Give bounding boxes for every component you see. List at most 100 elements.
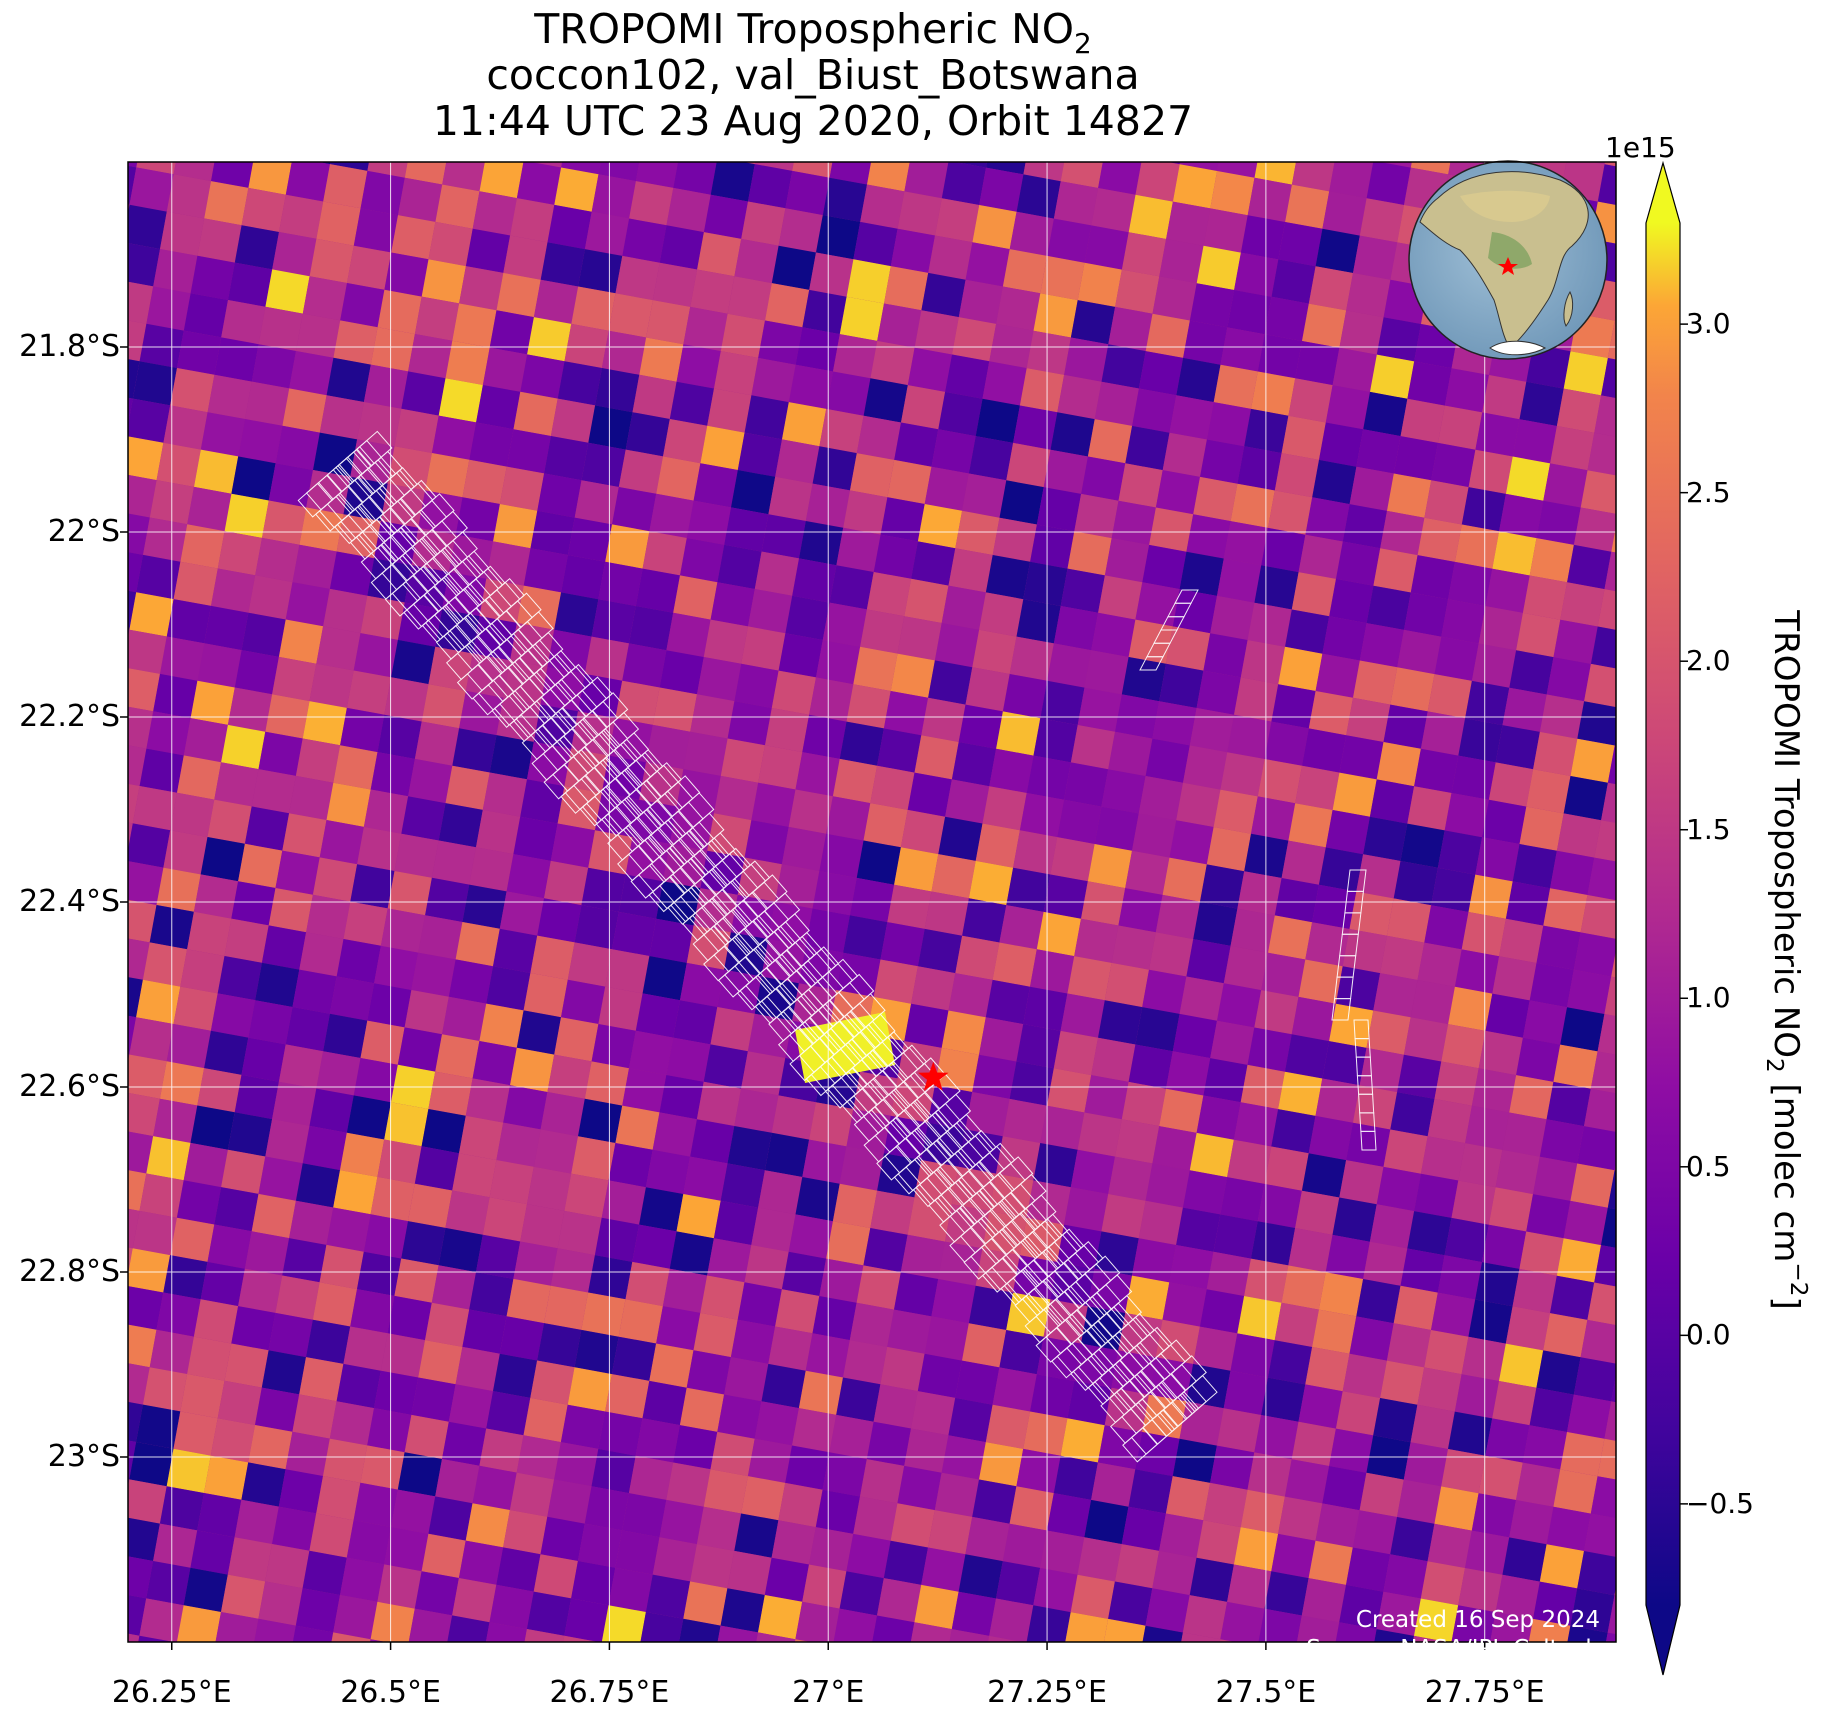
no2-pixel [1254,162,1297,185]
no2-pixel [1060,568,1105,613]
no2-pixel [1499,918,1544,963]
no2-pixel [363,1214,408,1259]
no2-pixel [1087,1268,1132,1313]
no2-pixel [690,1119,735,1164]
no2-pixel [547,1054,592,1099]
no2-pixel [128,977,143,1018]
no2-pixel [1152,276,1197,321]
no2-pixel [72,1547,116,1591]
no2-pixel [472,1041,517,1086]
no2-pixel [581,1292,626,1337]
no2-pixel [1064,1187,1109,1232]
no2-pixel [1145,1163,1190,1208]
no2-pixel [1441,599,1486,644]
no2-pixel [414,721,460,766]
no2-pixel [737,432,782,477]
no2-pixel [1455,100,1499,144]
no2-pixel [128,822,133,850]
no2-pixel [1567,969,1612,1014]
no2-pixel [343,1326,388,1371]
no2-pixel [159,1061,205,1106]
no2-pixel [465,1078,510,1123]
no2-pixel [336,1363,381,1409]
no2-pixel [1301,1153,1347,1198]
no2-pixel [584,1061,629,1106]
no2-pixel [1488,762,1534,807]
no2-pixel [714,775,759,821]
no2-pixel [1291,162,1335,192]
no2-pixel [329,1401,374,1446]
no2-pixel [1567,1394,1612,1439]
no2-pixel [904,1003,949,1048]
no2-pixel [244,1231,290,1276]
no2-pixel [166,174,211,219]
footprint-cell [456,664,494,700]
no2-pixel [1009,636,1054,681]
no2-pixel [65,735,109,779]
no2-pixel [1271,1533,1316,1579]
no2-pixel [299,83,343,127]
no2-pixel [816,215,861,260]
no2-pixel [734,1513,779,1558]
no2-pixel [51,810,95,854]
no2-pixel [129,1017,174,1062]
no2-pixel [391,215,436,260]
no2-pixel [181,100,225,144]
no2-pixel [431,1265,476,1310]
no2-pixel [1482,799,1527,844]
no2-pixel [227,1537,272,1582]
no2-pixel [1594,820,1616,862]
no2-pixel [1434,636,1479,681]
no2-pixel [887,884,932,929]
no2-pixel [312,857,358,902]
no2-pixel [1431,867,1476,912]
no2-pixel [374,1370,419,1415]
no2-pixel [928,235,973,280]
no2-pixel [268,888,313,933]
no2-pixel [128,165,137,205]
no2-pixel [1308,691,1353,736]
no2-pixel [1128,619,1173,664]
no2-pixel [1057,374,1102,420]
no2-pixel [128,1015,137,1055]
no2-pixel [160,211,205,256]
no2-pixel [985,1404,1030,1449]
no2-pixel [907,347,952,392]
no2-pixel [128,1440,137,1480]
colorbar-exponent: 1e15 [1605,131,1676,164]
no2-pixel [999,905,1044,950]
no2-pixel [295,1588,340,1633]
no2-pixel [166,1448,211,1493]
no2-pixel [836,103,880,147]
no2-pixel [781,826,827,872]
no2-pixel [445,340,490,385]
no2-pixel [1077,1537,1122,1582]
no2-pixel [197,218,242,263]
no2-pixel [448,1384,493,1429]
no2-pixel [727,276,772,321]
no2-pixel [1033,1567,1078,1613]
no2-pixel [687,76,731,120]
no2-pixel [128,1092,160,1137]
no2-pixel [153,673,198,719]
no2-pixel [128,204,167,249]
no2-pixel [1397,1054,1442,1099]
no2-pixel [513,391,558,436]
no2-pixel [384,1527,429,1572]
no2-pixel [679,1387,725,1432]
no2-pixel [788,1214,833,1259]
no2-pixel [1258,1608,1302,1642]
no2-pixel [979,1442,1024,1487]
no2-pixel [1363,391,1408,437]
no2-pixel [530,935,575,980]
no2-pixel [1033,293,1078,338]
no2-pixel [642,1380,687,1426]
no2-pixel [160,636,205,681]
no2-pixel [696,1506,742,1551]
no2-pixel [1264,721,1309,766]
no2-pixel [1220,1177,1265,1222]
no2-pixel [1053,1030,1098,1076]
no2-pixel [1296,1615,1340,1642]
no2-pixel [170,1217,215,1262]
no2-pixel [520,354,565,399]
